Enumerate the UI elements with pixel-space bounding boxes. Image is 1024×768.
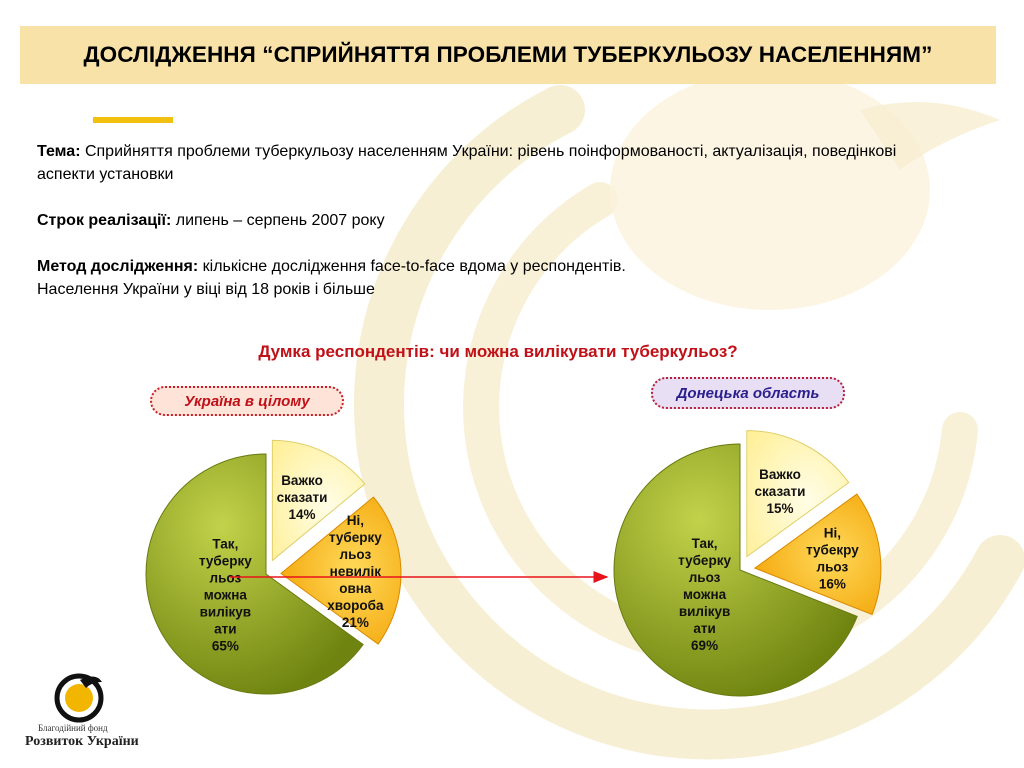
pie1-label-yes: Так, туберку льоз можна вилікув ати 65%: [199, 536, 252, 653]
study-info: Тема: Сприйняття проблеми туберкульозу н…: [37, 140, 937, 324]
pie1-slice-yes: [145, 453, 364, 695]
pie1-slice-hard: [271, 439, 366, 562]
period-text: липень – серпень 2007 року: [171, 212, 385, 229]
topic-paragraph: Тема: Сприйняття проблеми туберкульозу н…: [37, 140, 937, 186]
pie2-slice-no: [753, 493, 882, 616]
pie2-slice-yes: [613, 443, 858, 697]
topic-label: Тема:: [37, 143, 81, 160]
foundation-logo: Благодійний фонд Розвиток України: [22, 668, 142, 758]
method-paragraph: Метод дослідження: кількісне дослідження…: [37, 255, 937, 301]
pill-donetsk-label: Донецька область: [676, 384, 820, 402]
method-population: Населення України у віці від 18 років і …: [37, 281, 375, 298]
pill-donetsk: Донецька область: [651, 377, 845, 409]
pill-ukraine-label: Україна в цілому: [184, 392, 310, 410]
period-label: Строк реалізації:: [37, 212, 172, 229]
pill-ukraine: Україна в цілому: [150, 386, 344, 416]
period-paragraph: Строк реалізації: липень – серпень 2007 …: [37, 209, 937, 232]
pie1-label-hard: Важко сказати 14%: [277, 473, 328, 522]
logo-caption-big: Розвиток України: [25, 734, 139, 749]
pie2-label-hard: Важко сказати 15%: [755, 467, 806, 516]
method-label: Метод дослідження:: [37, 258, 199, 275]
pie2-label-no: Ні, тубекру льоз 16%: [806, 526, 859, 592]
accent-divider: [93, 117, 173, 123]
logo-emblem-icon: [54, 673, 104, 723]
pie2-label-yes: Так, туберку льоз можна вилікув ати 69%: [678, 536, 731, 653]
method-text: кількісне дослідження face-to-face вдома…: [198, 258, 626, 275]
logo-caption-small: Благодійний фонд: [38, 723, 108, 733]
topic-text: Сприйняття проблеми туберкульозу населен…: [37, 143, 897, 183]
title-bar: ДОСЛІДЖЕННЯ “СПРИЙНЯТТЯ ПРОБЛЕМИ ТУБЕРКУ…: [20, 26, 996, 84]
pie1-label-no: Ні, туберку льоз невилік овна хвороба 21%: [327, 513, 384, 630]
pie1-slice-no: [280, 496, 402, 645]
pie2-slice-hard: [746, 430, 850, 558]
page-title: ДОСЛІДЖЕННЯ “СПРИЙНЯТТЯ ПРОБЛЕМИ ТУБЕРКУ…: [83, 42, 933, 67]
chart-question: Думка респондентів: чи можна вилікувати …: [258, 342, 738, 361]
